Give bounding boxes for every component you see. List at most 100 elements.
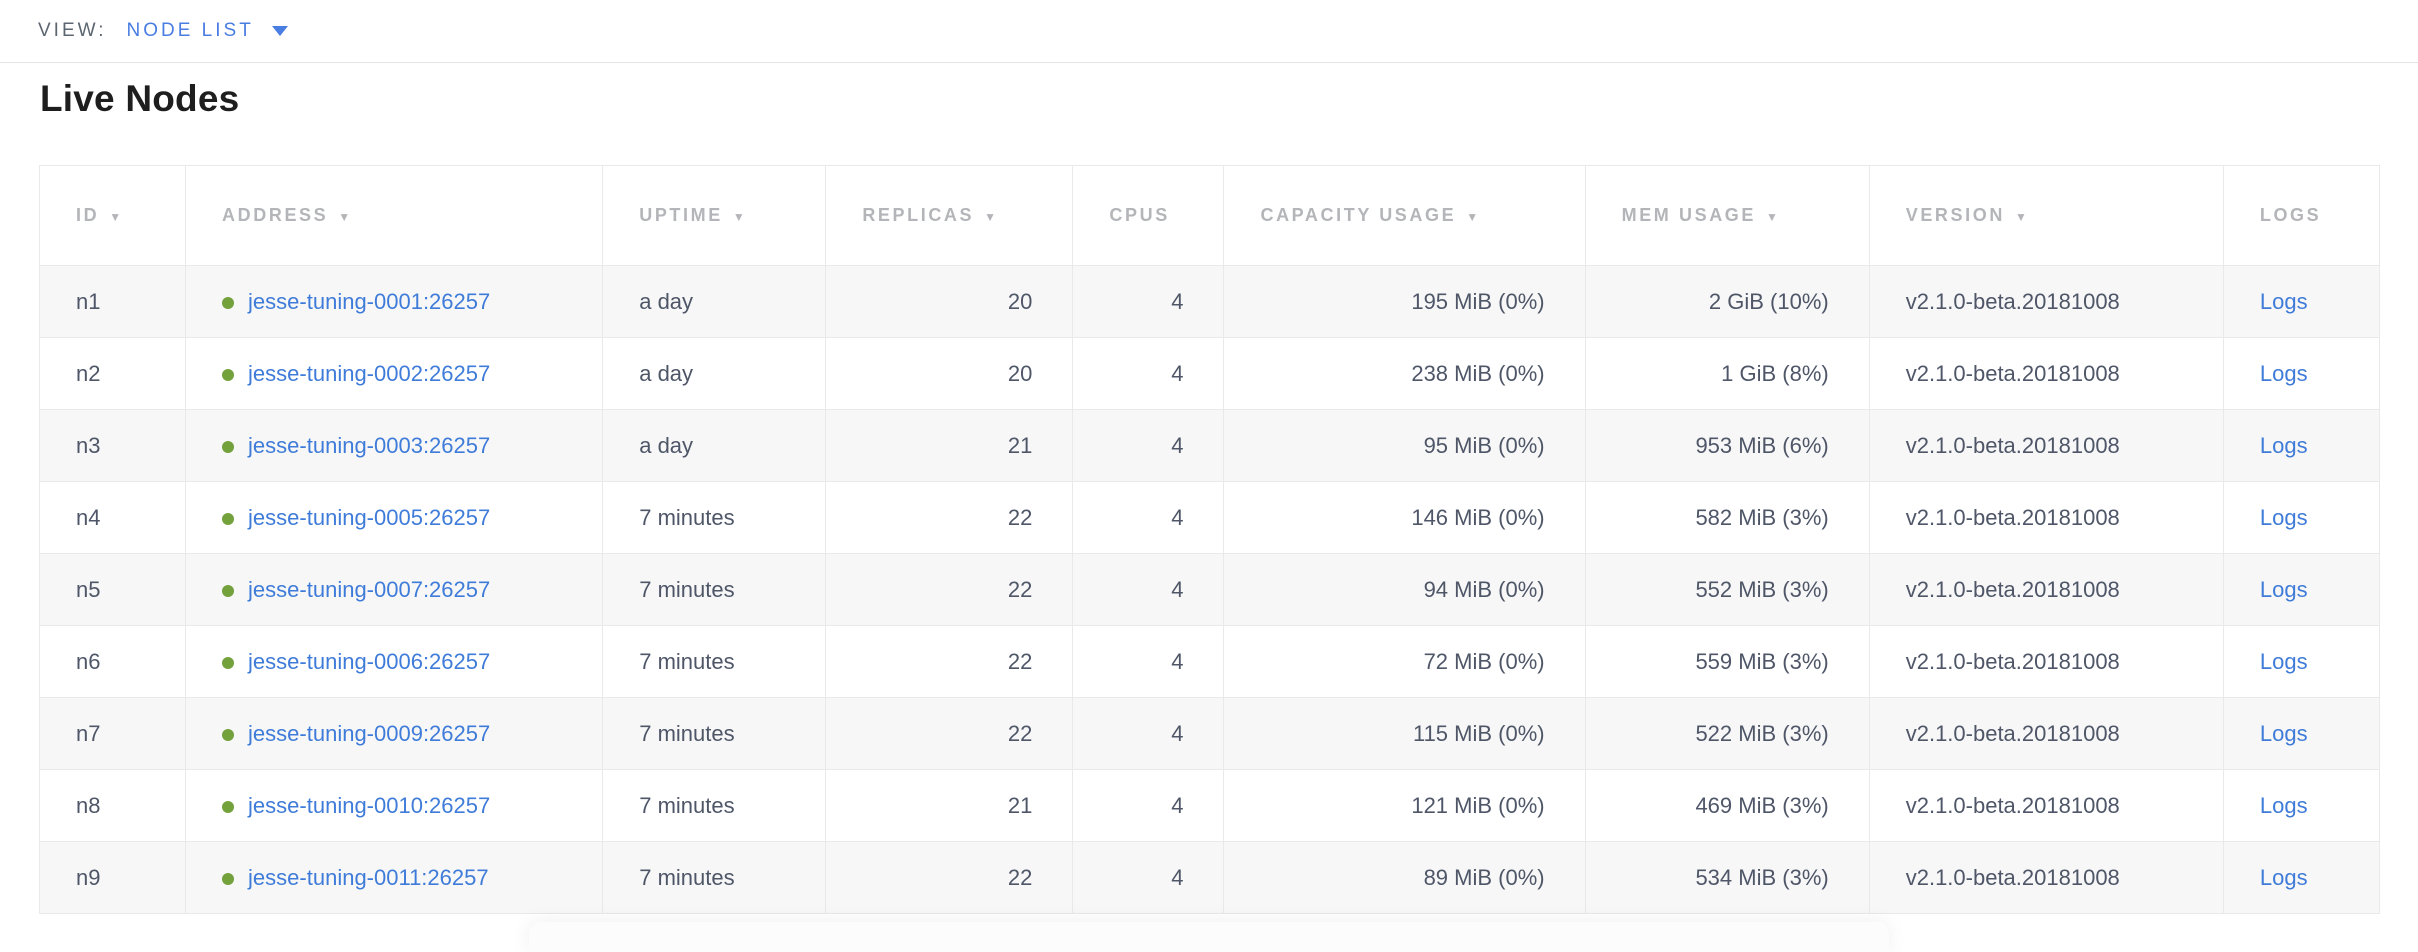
column-header-label: LOGS (2259, 205, 2322, 225)
replicas-cell: 22 (825, 625, 1074, 698)
uptime-cell: 7 minutes (602, 769, 827, 842)
logs-cell: Logs (2222, 337, 2381, 410)
address-cell: jesse-tuning-0002:26257 (185, 337, 604, 410)
capacity-cell: 121 MiB (0%) (1223, 769, 1586, 842)
logs-cell: Logs (2222, 481, 2381, 554)
logs-cell: Logs (2222, 841, 2381, 914)
table-header-row: ID ▼ ADDRESS ▼ UPTIME ▼ REPLICAS ▼ CPUS CAPACITY … (38, 165, 2381, 266)
column-header-logs: LOGS (2222, 165, 2381, 266)
node-row-n1: n1 jesse-tuning-0001:26257 a day 20 4 195 MiB… (38, 265, 2381, 338)
logs-link[interactable]: Logs (2259, 360, 2308, 386)
node-address-link[interactable]: jesse-tuning-0011:26257 (248, 864, 489, 890)
node-address-link[interactable]: jesse-tuning-0001:26257 (248, 288, 491, 314)
page-title: Live Nodes (40, 78, 240, 119)
column-header-replicas[interactable]: REPLICAS ▼ (825, 165, 1074, 266)
next-section-card (529, 922, 1889, 952)
logs-link[interactable]: Logs (2259, 648, 2308, 674)
node-healthy-icon (222, 800, 235, 813)
node-address-link[interactable]: jesse-tuning-0002:26257 (248, 360, 491, 386)
node-row-n6: n6 jesse-tuning-0006:26257 7 minutes 22 4 72 … (38, 625, 2381, 698)
view-bar: VIEW: NODE LIST (0, 0, 2418, 63)
capacity-cell: 238 MiB (0%) (1223, 337, 1586, 410)
mem-cell: 953 MiB (6%) (1584, 409, 1870, 482)
column-header-label: CPUS (1109, 205, 1170, 225)
id-cell: n9 (38, 841, 187, 914)
sort-desc-icon: ▼ (1466, 210, 1479, 224)
column-header-version[interactable]: VERSION ▼ (1868, 165, 2224, 266)
logs-cell: Logs (2222, 553, 2381, 626)
column-header-capacity[interactable]: CAPACITY USAGE ▼ (1223, 165, 1586, 266)
node-row-n9: n9 jesse-tuning-0011:26257 7 minutes 22 4 89 … (38, 841, 2381, 914)
replicas-cell: 21 (825, 769, 1074, 842)
uptime-cell: a day (602, 265, 827, 338)
node-healthy-icon (222, 728, 235, 741)
node-address-link[interactable]: jesse-tuning-0003:26257 (248, 432, 491, 458)
view-selector-dropdown[interactable]: NODE LIST (127, 20, 288, 42)
uptime-cell: a day (602, 409, 827, 482)
address-cell: jesse-tuning-0010:26257 (185, 769, 604, 842)
column-header-uptime[interactable]: UPTIME ▼ (602, 165, 827, 266)
id-cell: n1 (38, 265, 187, 338)
sort-desc-icon: ▼ (109, 210, 122, 224)
mem-cell: 2 GiB (10%) (1584, 265, 1870, 338)
capacity-cell: 95 MiB (0%) (1223, 409, 1586, 482)
id-cell: n4 (38, 481, 187, 554)
address-cell: jesse-tuning-0001:26257 (185, 265, 604, 338)
node-address-link[interactable]: jesse-tuning-0010:26257 (248, 792, 491, 818)
column-header-mem[interactable]: MEM USAGE ▼ (1584, 165, 1870, 266)
node-address-link[interactable]: jesse-tuning-0005:26257 (248, 504, 491, 530)
node-address-link[interactable]: jesse-tuning-0007:26257 (248, 576, 491, 602)
capacity-cell: 89 MiB (0%) (1223, 841, 1586, 914)
capacity-cell: 94 MiB (0%) (1223, 553, 1586, 626)
replicas-cell: 20 (825, 265, 1074, 338)
logs-link[interactable]: Logs (2259, 864, 2308, 890)
column-header-label: ID (76, 205, 100, 225)
logs-link[interactable]: Logs (2259, 576, 2308, 602)
mem-cell: 552 MiB (3%) (1584, 553, 1870, 626)
column-header-label: UPTIME (639, 205, 723, 225)
sort-desc-icon: ▼ (984, 210, 997, 224)
capacity-cell: 72 MiB (0%) (1223, 625, 1586, 698)
cpus-cell: 4 (1072, 553, 1225, 626)
node-healthy-icon (222, 368, 235, 381)
cpus-cell: 4 (1072, 841, 1225, 914)
cpus-cell: 4 (1072, 769, 1225, 842)
logs-cell: Logs (2222, 769, 2381, 842)
cpus-cell: 4 (1072, 697, 1225, 770)
mem-cell: 469 MiB (3%) (1584, 769, 1870, 842)
version-cell: v2.1.0-beta.20181008 (1868, 409, 2224, 482)
address-cell: jesse-tuning-0007:26257 (185, 553, 604, 626)
node-healthy-icon (222, 512, 235, 525)
logs-link[interactable]: Logs (2259, 288, 2308, 314)
node-address-link[interactable]: jesse-tuning-0009:26257 (248, 720, 491, 746)
logs-link[interactable]: Logs (2259, 432, 2308, 458)
node-healthy-icon (222, 296, 235, 309)
column-header-address[interactable]: ADDRESS ▼ (185, 165, 604, 266)
cpus-cell: 4 (1072, 337, 1225, 410)
id-cell: n7 (38, 697, 187, 770)
logs-link[interactable]: Logs (2259, 504, 2308, 530)
sort-desc-icon: ▼ (338, 210, 351, 224)
logs-link[interactable]: Logs (2259, 792, 2308, 818)
node-row-n8: n8 jesse-tuning-0010:26257 7 minutes 21 4 121… (38, 769, 2381, 842)
live-nodes-table: ID ▼ ADDRESS ▼ UPTIME ▼ REPLICAS ▼ CPUS CAPACITY … (38, 165, 2381, 914)
address-cell: jesse-tuning-0009:26257 (185, 697, 604, 770)
replicas-cell: 22 (825, 697, 1074, 770)
node-row-n3: n3 jesse-tuning-0003:26257 a day 21 4 95 MiB … (38, 409, 2381, 482)
version-cell: v2.1.0-beta.20181008 (1868, 625, 2224, 698)
node-row-n4: n4 jesse-tuning-0005:26257 7 minutes 22 4 146… (38, 481, 2381, 554)
node-row-n7: n7 jesse-tuning-0009:26257 7 minutes 22 4 115… (38, 697, 2381, 770)
node-address-link[interactable]: jesse-tuning-0006:26257 (248, 648, 491, 674)
logs-cell: Logs (2222, 265, 2381, 338)
column-header-id[interactable]: ID ▼ (38, 165, 187, 266)
column-header-cpus: CPUS (1072, 165, 1225, 266)
column-header-label: REPLICAS (862, 205, 975, 225)
logs-link[interactable]: Logs (2259, 720, 2308, 746)
replicas-cell: 21 (825, 409, 1074, 482)
version-cell: v2.1.0-beta.20181008 (1868, 337, 2224, 410)
column-header-label: ADDRESS (222, 205, 329, 225)
replicas-cell: 22 (825, 841, 1074, 914)
column-header-label: MEM USAGE (1621, 205, 1757, 225)
uptime-cell: a day (602, 337, 827, 410)
view-selected-value: NODE LIST (126, 20, 254, 41)
